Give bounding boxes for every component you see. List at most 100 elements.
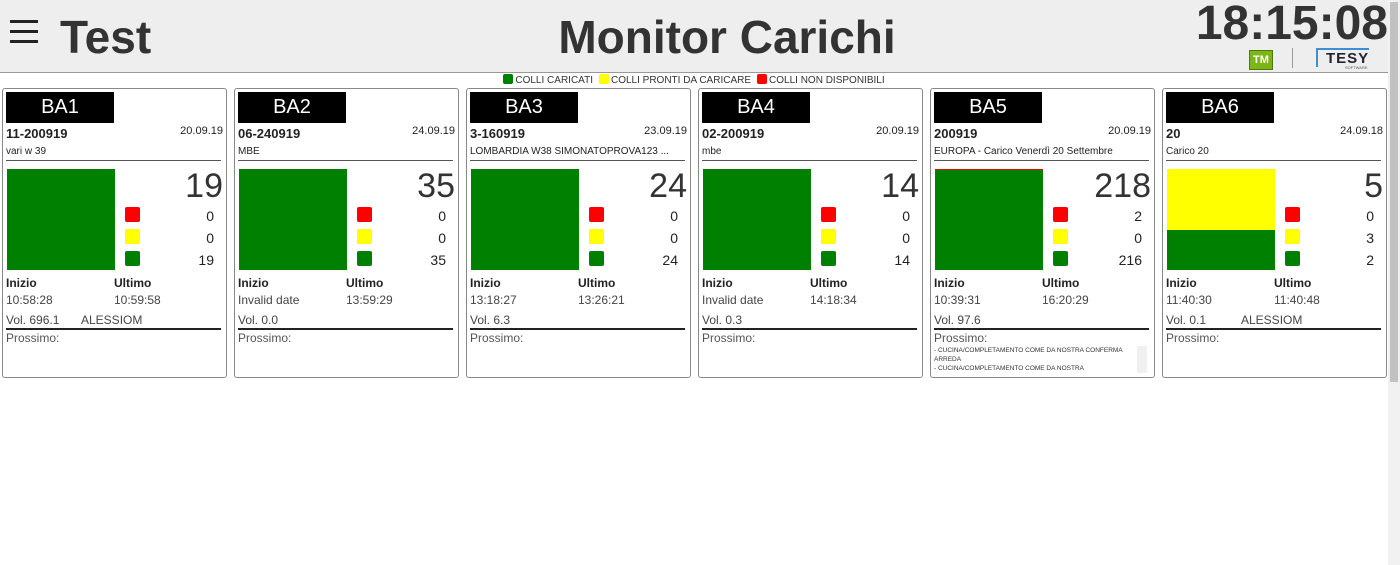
separator <box>1166 328 1381 330</box>
bay-label: BA5 <box>934 92 1042 123</box>
count-red: 0 <box>438 208 446 224</box>
load-code: 3-160919 <box>470 126 525 141</box>
status-green <box>703 169 811 270</box>
description: MBE <box>238 146 260 157</box>
status-icon-red <box>1053 207 1068 222</box>
status-icon-green <box>125 251 140 266</box>
status-green <box>935 169 1043 270</box>
separator <box>702 328 917 330</box>
next-label: Prossimo: <box>238 331 292 345</box>
load-code: 11-200919 <box>6 126 68 141</box>
status-icon-red <box>589 207 604 222</box>
card[interactable]: BA2 06-240919 24.09.19 MBE 35 0 0 35 Inizio Ultim… <box>234 88 459 378</box>
volume: Vol. 0.0 <box>238 313 279 327</box>
last-label: Ultimo <box>1274 276 1312 290</box>
next-label: Prossimo: <box>470 331 524 345</box>
brand-sub: SOFTWARE <box>1345 65 1368 70</box>
count-yellow: 0 <box>1134 230 1142 246</box>
start-label: Inizio <box>702 276 733 290</box>
count-yellow: 0 <box>670 230 678 246</box>
load-date: 24.09.18 <box>1340 125 1383 137</box>
volume: Vol. 0.1 <box>1166 313 1207 327</box>
next-label: Prossimo: <box>702 331 756 345</box>
last-label: Ultimo <box>346 276 384 290</box>
next-label: Prossimo: <box>1166 331 1220 345</box>
scroll-thumb[interactable] <box>1390 2 1398 382</box>
last-label: Ultimo <box>1042 276 1080 290</box>
description: LOMBARDIA W38 SIMONATOPROVA123 ... <box>470 146 669 157</box>
count-red: 2 <box>1134 208 1142 224</box>
status-icon-yellow <box>1285 229 1300 244</box>
legend-swatch <box>503 74 514 84</box>
legend: COLLI CARICATI COLLI PRONTI DA CARICARE CO… <box>0 74 1388 86</box>
bay-label: BA1 <box>6 92 114 123</box>
last-time: 11:40:48 <box>1274 293 1320 307</box>
status-icon-yellow <box>589 229 604 244</box>
start-label: Inizio <box>934 276 965 290</box>
scrollbar[interactable] <box>1388 0 1400 565</box>
next-label: Prossimo: <box>6 331 60 345</box>
count-red: 0 <box>902 208 910 224</box>
volume: Vol. 97.6 <box>934 313 981 327</box>
start-time: 11:40:30 <box>1166 293 1212 307</box>
status-icon-green <box>589 251 604 266</box>
operator: ALESSIOM <box>1241 313 1303 327</box>
start-label: Inizio <box>1166 276 1197 290</box>
separator <box>934 328 1149 330</box>
card[interactable]: BA5 200919 20.09.19 EUROPA - Carico Venerdì… <box>930 88 1155 378</box>
card[interactable]: BA3 3-160919 23.09.19 LOMBARDIA W38 SIMONAT… <box>466 88 691 378</box>
title: Test <box>60 11 152 63</box>
description: mbe <box>702 146 722 157</box>
separator <box>6 328 221 330</box>
count-green: 216 <box>1118 252 1142 268</box>
bay-label: BA2 <box>238 92 346 123</box>
next-item: - CUCINA/COMPLETAMENTO COME DA NOSTRA <box>934 365 1084 372</box>
description: Carico 20 <box>1166 146 1209 157</box>
bay-label: BA3 <box>470 92 578 123</box>
status-icon-yellow <box>357 229 372 244</box>
description: EUROPA - Carico Venerdì 20 Settembre <box>934 146 1113 157</box>
last-time: 13:59:29 <box>346 293 393 307</box>
last-label: Ultimo <box>578 276 616 290</box>
next-label: Prossimo: <box>934 331 988 345</box>
menu-button[interactable] <box>10 20 38 43</box>
load-code: 200919 <box>934 126 978 141</box>
start-label: Inizio <box>470 276 501 290</box>
card[interactable]: BA1 11-200919 20.09.19 vari w 39 19 0 0 19 Inizi… <box>2 88 227 378</box>
start-label: Inizio <box>6 276 37 290</box>
status-green <box>239 169 347 270</box>
header: Test Monitor Carichi 18:15:08 TM TESY SO… <box>0 0 1388 73</box>
total: 218 <box>1094 167 1151 205</box>
next-item: - CUCINA/COMPLETAMENTO COME DA NOSTRA CO… <box>934 347 1123 363</box>
next-scrollbar[interactable] <box>1137 346 1147 373</box>
count-green: 19 <box>198 252 214 268</box>
legend-label: COLLI CARICATI <box>515 75 593 86</box>
load-code: 20 <box>1166 126 1181 141</box>
card[interactable]: BA4 02-200919 20.09.19 mbe 14 0 0 14 Inizio Ultim… <box>698 88 923 378</box>
total: 24 <box>649 167 687 205</box>
total: 19 <box>185 167 223 205</box>
status-icon-green <box>1285 251 1300 266</box>
count-red: 0 <box>670 208 678 224</box>
separator <box>238 328 453 330</box>
start-time: Invalid date <box>238 293 300 307</box>
status-square <box>935 169 1043 270</box>
status-icon-yellow <box>821 229 836 244</box>
separator <box>934 160 1149 161</box>
last-time: 13:26:21 <box>578 293 625 307</box>
status-icon-red <box>125 207 140 222</box>
status-icon-yellow <box>1053 229 1068 244</box>
legend-item: COLLI NON DISPONIBILI <box>757 74 885 86</box>
count-green: 24 <box>662 252 678 268</box>
next-list: - CUCINA/COMPLETAMENTO COME DA NOSTRA CO… <box>934 346 1134 373</box>
start-label: Inizio <box>238 276 269 290</box>
card[interactable]: BA6 20 24.09.18 Carico 20 5 0 3 2 Inizio Ultimo 11… <box>1162 88 1387 378</box>
load-code: 02-200919 <box>702 126 765 141</box>
status-square <box>1167 169 1275 270</box>
load-date: 24.09.19 <box>412 125 455 137</box>
status-square <box>239 169 347 270</box>
count-green: 14 <box>894 252 910 268</box>
count-green: 2 <box>1366 252 1374 268</box>
legend-item: COLLI PRONTI DA CARICARE <box>598 74 751 86</box>
